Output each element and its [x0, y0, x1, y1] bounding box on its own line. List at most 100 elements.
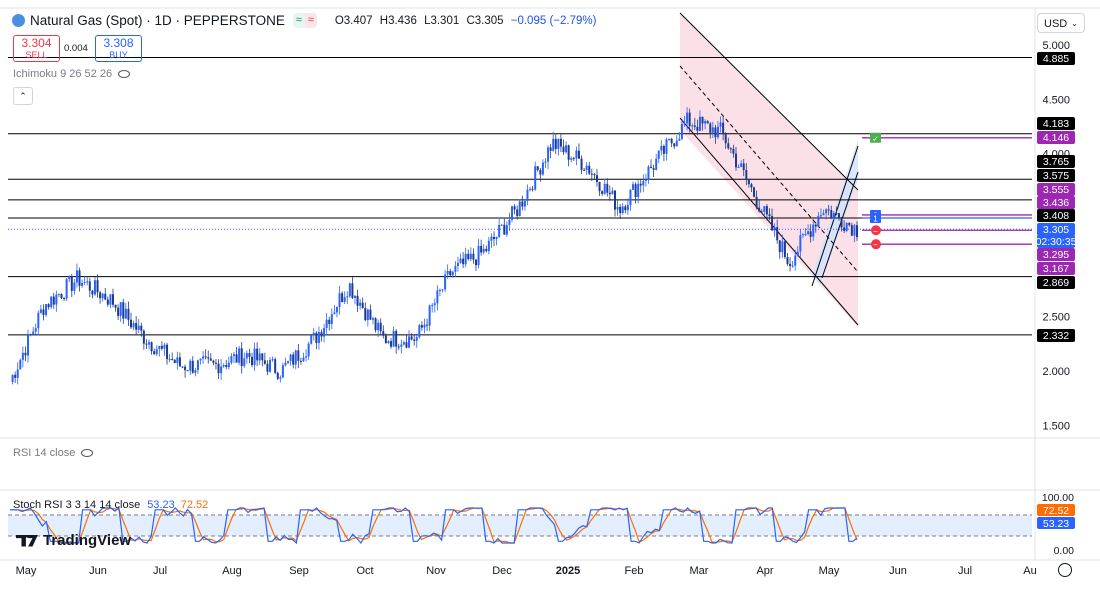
candle-body	[93, 280, 96, 295]
trade-marker	[870, 212, 881, 223]
candle-body	[202, 356, 205, 359]
candle-body	[397, 346, 400, 348]
candle-body	[650, 166, 653, 169]
candle-body	[261, 353, 264, 361]
symbol-title[interactable]: Natural Gas (Spot) · 1D · PEPPERSTONE	[30, 13, 285, 28]
candle-body	[364, 308, 367, 321]
candle-body	[796, 251, 799, 256]
candle-body	[753, 187, 756, 197]
candle-body	[686, 112, 689, 124]
candle-body	[449, 271, 452, 276]
candle-body	[583, 169, 586, 171]
candle-body	[52, 296, 55, 305]
candle-body	[565, 145, 568, 153]
candle-body	[778, 240, 781, 253]
candle-body	[289, 354, 292, 362]
candle-body	[83, 282, 86, 284]
ohlc-high: H3.436	[379, 14, 417, 27]
candle-body	[619, 206, 622, 214]
descending-channel-fill	[680, 13, 858, 327]
candle-body	[400, 344, 403, 347]
candle-body	[111, 294, 114, 305]
candle-body	[544, 161, 547, 163]
candle-body	[856, 225, 858, 238]
currency-select[interactable]: USD ⌄	[1037, 13, 1085, 33]
stoch-axis-label: 100.00	[1042, 492, 1074, 504]
candle-body	[150, 342, 153, 352]
candle-body	[441, 289, 444, 291]
candle-body	[691, 125, 694, 127]
time-axis-label: May	[16, 565, 37, 577]
market-status-badge[interactable]: ≈ ≈	[292, 13, 317, 28]
candle-body	[614, 190, 616, 210]
candle-body	[498, 224, 501, 237]
candle-body	[668, 138, 671, 140]
price-label-text: 2.332	[1043, 330, 1069, 342]
candle-body	[222, 365, 225, 367]
time-axis-label: Mar	[690, 565, 709, 577]
candle-body	[480, 245, 483, 253]
candle-body	[765, 206, 768, 215]
trade-marker-label: −	[873, 227, 878, 236]
candle-body	[680, 123, 683, 139]
candle-body	[716, 126, 719, 138]
candle-body	[812, 224, 815, 237]
candle-body	[248, 353, 251, 357]
ohlc-close: C3.305	[466, 14, 504, 27]
stoch-legend[interactable]: Stoch RSI 3 3 14 14 close 53.23 72.52	[13, 499, 208, 511]
candle-body	[346, 296, 349, 298]
candle-body	[552, 138, 555, 151]
candle-body	[122, 302, 125, 319]
candle-body	[487, 240, 490, 252]
stoch-k-tag	[1037, 517, 1075, 529]
buy-button[interactable]: 3.308 BUY	[95, 35, 142, 62]
price-label-box	[1037, 183, 1075, 196]
candle-body	[297, 350, 300, 361]
eye-off-icon[interactable]	[118, 70, 131, 78]
candle-body	[557, 138, 560, 149]
candle-body	[786, 257, 789, 264]
ichimoku-legend[interactable]: Ichimoku 9 26 52 26	[13, 68, 131, 80]
candle-body	[225, 365, 228, 367]
candle-body	[24, 352, 27, 356]
sell-button[interactable]: 3.304 SELL	[13, 35, 60, 62]
candle-body	[106, 299, 109, 305]
candle-body	[73, 282, 76, 291]
candle-body	[446, 271, 449, 275]
candle-body	[853, 225, 856, 236]
candle-body	[214, 362, 217, 364]
candle-body	[482, 248, 485, 253]
price-tick-label: 5.000	[1042, 40, 1070, 52]
candle-body	[840, 218, 843, 228]
candle-body	[588, 165, 591, 174]
time-axis-label: Apr	[756, 565, 773, 577]
candle-body	[819, 215, 822, 217]
candle-body	[536, 166, 539, 171]
candle-body	[678, 138, 681, 141]
candle-body	[763, 206, 766, 212]
time-axis-label: Sep	[289, 565, 309, 577]
candle-body	[670, 138, 673, 144]
candle-body	[148, 342, 151, 345]
candle-body	[335, 307, 338, 313]
candle-body	[608, 192, 611, 195]
candle-body	[305, 356, 308, 358]
candle-body	[639, 183, 642, 186]
stoch-axis-label: 0.00	[1054, 545, 1075, 557]
settings-gear-icon[interactable]	[1058, 563, 1072, 577]
candle-body	[372, 318, 374, 320]
eye-off-icon[interactable]	[81, 449, 94, 457]
candle-body	[771, 215, 774, 231]
candle-body	[817, 215, 820, 227]
candle-body	[86, 281, 89, 283]
candle-body	[408, 336, 411, 348]
candle-body	[348, 283, 351, 297]
price-label-box	[1037, 262, 1075, 275]
rsi-legend[interactable]: RSI 14 close	[13, 447, 94, 459]
collapse-legend-button[interactable]: ⌃	[13, 87, 33, 105]
buy-price: 3.308	[103, 36, 134, 50]
candle-body	[21, 352, 24, 360]
candle-body	[274, 359, 277, 373]
candle-body	[783, 241, 786, 258]
